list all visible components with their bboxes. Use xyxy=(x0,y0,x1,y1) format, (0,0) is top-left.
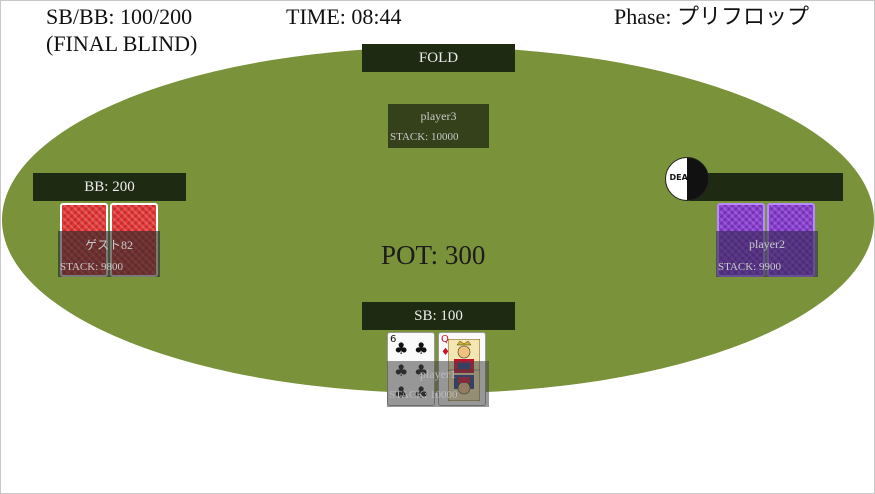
time-display: TIME: 08:44 xyxy=(286,4,402,29)
player1-seat: player1 STACK: 10000 xyxy=(387,361,489,407)
card-rank: Q xyxy=(441,334,449,345)
player2-name: player2 xyxy=(749,237,785,251)
guest82-name: ゲスト82 xyxy=(84,238,133,252)
club-icon: ♣ xyxy=(394,339,409,358)
player3-name: player3 xyxy=(420,109,457,123)
player2-action-bar xyxy=(690,173,843,201)
blind-level-display: (FINAL BLIND) xyxy=(46,31,198,56)
player3-stack: STACK: 10000 xyxy=(390,131,459,143)
player3-action-bar: FOLD xyxy=(362,44,515,72)
big-blind-action-bar: BB: 200 xyxy=(33,173,186,201)
guest82-seat: ゲスト82 STACK: 9800 xyxy=(58,231,160,277)
small-blind-action-bar: SB: 100 xyxy=(362,302,515,330)
pot-display: POT: 300 xyxy=(381,240,486,270)
dealer-button-icon: DEALER xyxy=(665,157,709,201)
player2-stack: STACK: 9900 xyxy=(718,261,781,273)
club-icon: ♣ xyxy=(414,339,429,358)
player2-seat: player2 STACK: 9900 xyxy=(716,231,818,277)
player3-seat: player3 STACK: 10000 xyxy=(388,104,489,148)
player1-stack: STACK: 10000 xyxy=(389,389,458,401)
phase-display: Phase: プリフロップ xyxy=(614,4,809,29)
blinds-display: SB/BB: 100/200 xyxy=(46,4,193,29)
guest82-stack: STACK: 9800 xyxy=(60,261,123,273)
player1-name: player1 xyxy=(420,367,456,381)
card-rank: 6 xyxy=(390,334,397,345)
diamond-icon: ♦ xyxy=(441,347,450,358)
dealer-label: DEALER xyxy=(669,173,705,182)
